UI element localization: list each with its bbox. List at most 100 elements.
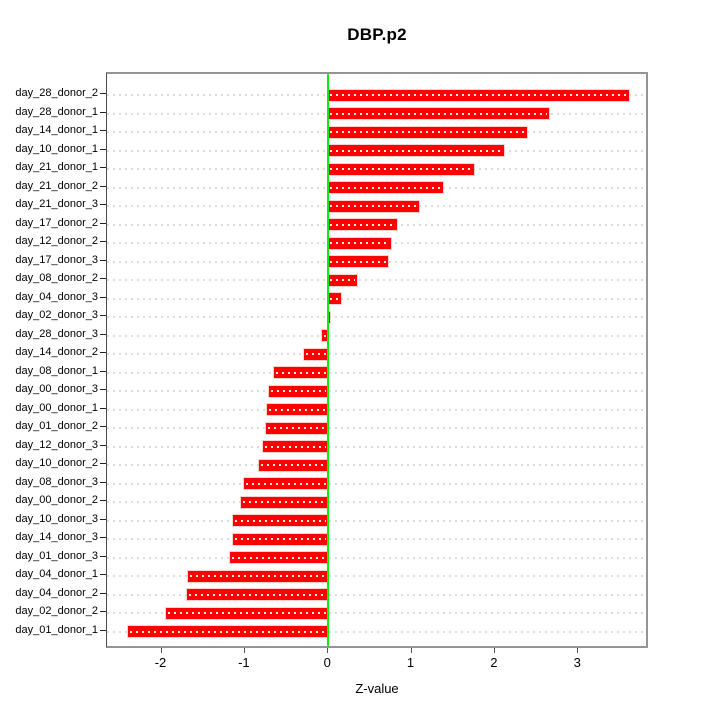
y-axis-category-label: day_01_donor_3 [15, 549, 98, 562]
bar [327, 182, 443, 193]
x-axis-tick [493, 648, 495, 653]
y-axis-category-label: day_04_donor_2 [15, 586, 98, 599]
y-axis-category-label: day_01_donor_2 [15, 420, 98, 432]
y-axis-category-label: day_08_donor_3 [15, 475, 98, 488]
bar [304, 348, 328, 360]
y-axis-tick [100, 463, 106, 464]
bar [327, 200, 420, 212]
y-axis-category-label: day_14_donor_2 [15, 346, 98, 358]
bar [259, 459, 328, 471]
grid-line [107, 575, 646, 577]
x-axis-tick-label: -1 [238, 655, 250, 670]
y-axis-tick [100, 333, 106, 335]
x-axis-tick [410, 648, 412, 653]
bar [327, 126, 527, 138]
bar [232, 515, 328, 526]
bar-dot-pattern [189, 575, 326, 577]
bar-dot-pattern [329, 168, 473, 170]
bar [327, 89, 629, 101]
bar [327, 256, 388, 267]
y-axis-category-label: day_04_donor_1 [15, 568, 98, 580]
x-axis-tick-label: -2 [154, 655, 167, 670]
x-axis-tick [577, 648, 579, 653]
y-axis-tick [100, 93, 106, 94]
grid-line [107, 297, 646, 300]
y-axis-tick [100, 481, 106, 483]
bar-dot-pattern [129, 630, 326, 633]
y-axis-tick [100, 574, 106, 575]
y-axis-category-label: day_21_donor_1 [15, 161, 98, 173]
bar [327, 163, 475, 175]
x-axis-tick-label: 2 [490, 655, 498, 670]
y-axis-category-label: day_00_donor_2 [15, 494, 98, 506]
bar [186, 589, 328, 600]
x-axis-tick [327, 648, 329, 653]
bar-dot-pattern [329, 279, 355, 281]
y-axis-tick [100, 555, 106, 557]
y-axis-tick [100, 111, 106, 113]
x-axis-tick [243, 648, 245, 653]
bar [327, 108, 550, 119]
bar [166, 607, 328, 619]
grid-line [107, 427, 646, 429]
bar [273, 367, 328, 378]
y-axis-category-label: day_10_donor_1 [15, 142, 98, 155]
y-axis-tick [100, 426, 106, 427]
bar [269, 385, 328, 397]
bar [327, 219, 397, 230]
bar-dot-pattern [329, 242, 390, 244]
bar [327, 293, 342, 304]
bar [327, 237, 392, 249]
y-axis-tick [100, 241, 106, 242]
bar-dot-pattern [188, 593, 326, 596]
x-axis-tick-label: 0 [323, 655, 331, 670]
y-axis-category-label: day_14_donor_1 [15, 124, 98, 136]
bar [327, 274, 357, 286]
grid-line [107, 353, 646, 355]
grid-line [107, 371, 646, 374]
y-axis-tick [100, 629, 106, 631]
bar-dot-pattern [306, 353, 326, 355]
x-axis-title: Z-value [355, 681, 399, 696]
grid-line [107, 501, 646, 503]
bar [241, 496, 328, 508]
y-axis-category-label: day_28_donor_2 [15, 87, 98, 99]
bar [187, 570, 328, 582]
y-axis-tick [100, 611, 106, 612]
bar-dot-pattern [329, 186, 441, 189]
y-axis-category-label: day_17_donor_3 [15, 253, 98, 266]
grid-line [107, 390, 646, 392]
bar [230, 552, 328, 563]
y-axis-tick [100, 352, 106, 353]
grid-line [107, 593, 646, 596]
plot-area [106, 72, 648, 648]
y-axis-tick [100, 315, 106, 316]
bar-dot-pattern [329, 94, 627, 96]
y-axis-tick [100, 222, 106, 224]
bar-dot-pattern [329, 260, 386, 263]
y-axis-category-label: day_02_donor_2 [15, 605, 98, 617]
bar [327, 311, 331, 323]
bar [262, 441, 328, 452]
y-axis-tick [100, 185, 106, 187]
grid-line [107, 538, 646, 540]
y-axis-tick [100, 537, 106, 538]
grid-line [107, 445, 646, 448]
grid-line [107, 519, 646, 522]
bar-dot-pattern [168, 612, 326, 614]
bar-dot-pattern [243, 501, 326, 503]
y-axis-category-label: day_10_donor_2 [15, 457, 98, 469]
bar [232, 533, 328, 545]
y-axis-tick [100, 259, 106, 261]
bar [127, 626, 328, 637]
y-axis-tick [100, 167, 106, 168]
y-axis-category-label: day_00_donor_1 [15, 401, 98, 414]
y-axis-category-label: day_12_donor_3 [15, 438, 98, 451]
bar-dot-pattern [234, 519, 326, 522]
bar-dot-pattern [268, 427, 326, 429]
y-axis-category-label: day_28_donor_3 [15, 327, 98, 340]
x-axis-tick-label: 3 [573, 655, 581, 670]
y-axis-category-label: day_04_donor_3 [15, 290, 98, 303]
bar-dot-pattern [234, 538, 326, 540]
